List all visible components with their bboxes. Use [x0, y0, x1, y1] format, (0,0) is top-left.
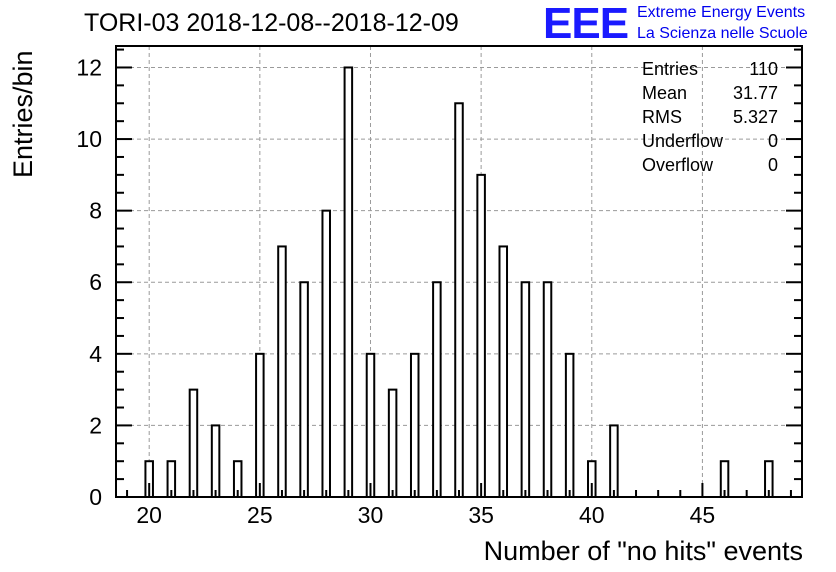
stat-value: 5.327	[732, 107, 778, 127]
x-tick-label: 45	[690, 502, 716, 528]
histogram-bar	[564, 352, 575, 499]
stats-box: Entries 110 Mean 31.77 RMS 5.327 Underfl…	[642, 59, 778, 179]
stat-label: Mean	[642, 83, 688, 103]
histogram-bar	[321, 209, 331, 498]
y-axis-label: Entries/bin	[8, 50, 38, 178]
histogram-bar	[432, 281, 442, 498]
histogram-bar	[255, 352, 265, 499]
stat-value: 31.77	[732, 83, 778, 103]
y-tick-label: 8	[89, 198, 102, 224]
stat-value: 0	[767, 131, 778, 151]
stat-row-entries: Entries 110	[642, 59, 778, 83]
logo-line-2: La Scienza nelle Scuole	[637, 25, 808, 42]
x-tick-label: 20	[136, 502, 162, 528]
histogram-bar	[277, 245, 287, 498]
histogram-bar	[498, 245, 509, 498]
eee-logo-mark: EEE	[543, 0, 629, 48]
histogram-bar	[365, 352, 376, 499]
chart-title: TORI-03 2018-12-08--2018-12-09	[84, 9, 459, 37]
stat-label: Underflow	[642, 131, 724, 151]
stat-label: Entries	[642, 59, 699, 79]
y-tick-label: 12	[76, 54, 102, 80]
stat-value: 0	[767, 155, 778, 175]
histogram-bar	[609, 424, 619, 498]
y-tick-label: 10	[76, 126, 102, 152]
histogram-bar	[210, 424, 221, 498]
stat-label: RMS	[642, 107, 682, 127]
histogram-bar	[387, 388, 398, 498]
x-tick-label: 35	[468, 502, 494, 528]
histogram-bar	[476, 173, 486, 498]
stat-row-rms: RMS 5.327	[642, 107, 778, 131]
x-tick-label: 30	[358, 502, 384, 528]
y-tick-label: 6	[89, 269, 102, 295]
stat-row-mean: Mean 31.77	[642, 83, 778, 107]
stat-row-underflow: Underflow 0	[642, 131, 778, 155]
eee-logo: EEE Extreme Energy Events La Scienza nel…	[543, 0, 833, 48]
logo-line-1: Extreme Energy Events	[637, 4, 806, 21]
histogram-bar	[409, 352, 420, 499]
stat-label: Overflow	[642, 155, 714, 175]
x-axis-label: Number of "no hits" events	[483, 536, 803, 566]
y-tick-label: 0	[89, 484, 102, 510]
histogram-bar	[454, 102, 464, 499]
x-tick-label: 40	[579, 502, 605, 528]
y-tick-label: 4	[89, 341, 102, 367]
histogram-bar	[343, 66, 354, 498]
x-tick-label: 25	[247, 502, 273, 528]
stat-row-overflow: Overflow 0	[642, 155, 778, 179]
histogram-bar	[542, 281, 553, 498]
stat-value: 110	[749, 59, 778, 79]
histogram-bar	[520, 281, 531, 498]
histogram-bar	[188, 388, 199, 498]
y-tick-label: 2	[89, 412, 102, 438]
ticks-layer: 20 25 30 35 40 45 0 2 4 6 8 10 12	[76, 48, 802, 528]
histogram-bar	[299, 281, 309, 498]
